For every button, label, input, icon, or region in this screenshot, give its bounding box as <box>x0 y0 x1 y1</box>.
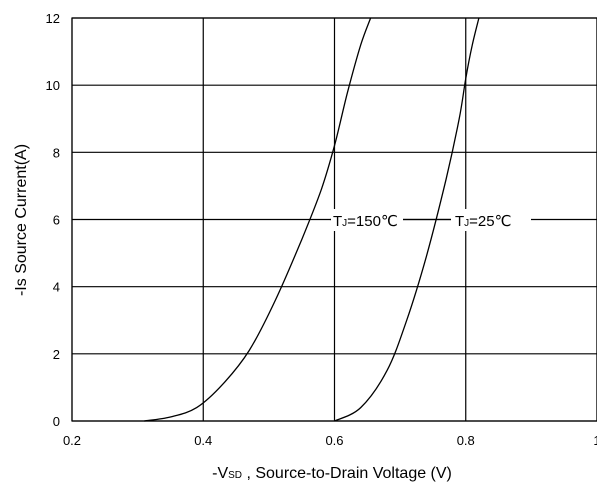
series-label-150c-background <box>331 209 403 231</box>
y-tick-label-3: 6 <box>53 213 60 228</box>
series-label-25c-text: TJ=25℃ <box>455 213 511 230</box>
series-label-25c-subscript: J <box>464 218 469 229</box>
y-tick-label-0: 0 <box>53 414 60 429</box>
series-label-25c-suffix: =25℃ <box>469 213 511 230</box>
x-tick-label-4: 1 <box>593 433 597 448</box>
series-line-1 <box>334 17 480 422</box>
series-label-150c-text: TJ=150℃ <box>333 213 398 230</box>
x-tick-label-1: 0.4 <box>194 433 212 448</box>
series-label-25c: TJ=25℃ <box>451 209 531 231</box>
x-tick-label-2: 0.6 <box>325 433 343 448</box>
y-axis-title: -Is Source Current(A) <box>13 144 30 296</box>
series-label-150c-subscript: J <box>342 218 347 229</box>
series-label-150c-suffix: =150℃ <box>347 213 398 230</box>
y-tick-label-6: 12 <box>46 11 60 26</box>
series-lines <box>144 17 480 422</box>
x-axis-title-suffix: , Source-to-Drain Voltage (V) <box>242 465 452 482</box>
y-tick-label-4: 8 <box>53 145 60 160</box>
series-label-25c-prefix: T <box>455 213 464 230</box>
series-label-150c-prefix: T <box>333 213 342 230</box>
tick-labels: 0.20.40.60.81024681012 <box>46 11 597 448</box>
x-tick-label-3: 0.8 <box>457 433 475 448</box>
x-axis-title-prefix: -V <box>212 465 228 482</box>
series-label-150c: TJ=150℃ <box>331 209 403 231</box>
series-label-25c-background <box>451 209 531 231</box>
x-axis-title: -VSD , Source-to-Drain Voltage (V) <box>212 465 452 482</box>
x-axis-title-subscript: SD <box>228 470 242 481</box>
series-line-0 <box>144 17 372 422</box>
y-tick-label-2: 4 <box>53 280 60 295</box>
y-tick-label-5: 10 <box>46 78 60 93</box>
y-tick-label-1: 2 <box>53 347 60 362</box>
x-tick-label-0: 0.2 <box>63 433 81 448</box>
